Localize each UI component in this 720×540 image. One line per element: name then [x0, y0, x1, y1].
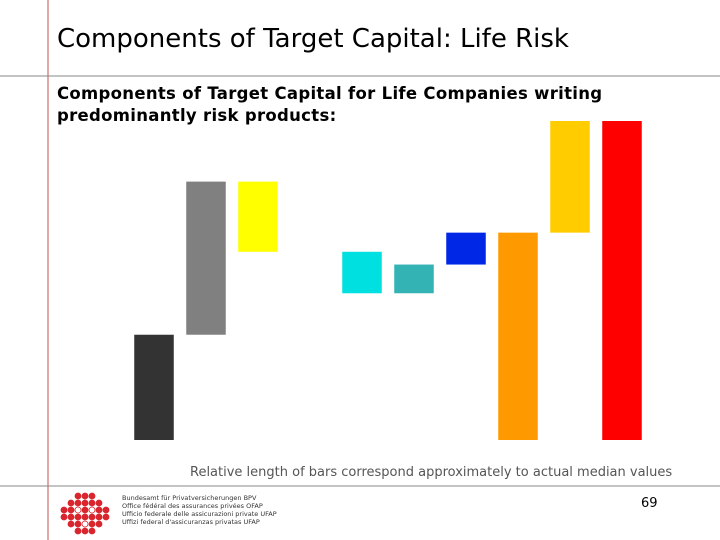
logo-dot: [88, 492, 96, 500]
logo-dot: [60, 513, 68, 521]
bar: [498, 232, 538, 440]
logo-dot: [88, 499, 96, 507]
logo-dot: [88, 527, 96, 535]
logo-dot: [95, 499, 103, 507]
bar: [186, 181, 226, 335]
logo-mark: [60, 492, 110, 535]
page-number: 69: [641, 496, 658, 511]
logo-dot: [95, 520, 103, 528]
logo-dot: [81, 499, 89, 507]
bar: [342, 251, 382, 294]
logo-dot: [95, 506, 103, 514]
logo-dot: [88, 520, 96, 528]
logo-text: Ufficio federale delle assicurazioni pri…: [122, 510, 277, 518]
logo-dot: [81, 520, 89, 528]
logo-dot: [74, 513, 82, 521]
logo-dot: [67, 513, 75, 521]
logo-text: Office fédéral des assurances privées OF…: [122, 502, 263, 510]
logo-text: Uffizi federal d'assicuranzas privatas U…: [122, 518, 260, 526]
bar: [550, 121, 590, 233]
logo-dot: [74, 527, 82, 535]
logo-dot: [81, 527, 89, 535]
logo-dot: [74, 506, 82, 514]
logo-dot: [74, 499, 82, 507]
logo-dot: [95, 513, 103, 521]
logo-dot: [67, 506, 75, 514]
chart: [134, 121, 642, 440]
bar: [134, 334, 174, 440]
bar: [394, 264, 434, 294]
logo-dot: [67, 499, 75, 507]
logo-dot: [88, 506, 96, 514]
slide-title: Components of Target Capital: Life Risk: [57, 24, 569, 54]
logo-dot: [81, 513, 89, 521]
logo-dot: [88, 513, 96, 521]
logo-dot: [74, 520, 82, 528]
chart-title: Components of Target Capital for Life Co…: [57, 84, 603, 125]
logo-dot: [102, 506, 110, 514]
bar: [602, 121, 642, 440]
bar: [446, 232, 486, 265]
logo-dot: [102, 513, 110, 521]
chart-note: Relative length of bars correspond appro…: [190, 465, 673, 480]
bar: [238, 181, 278, 252]
logo-dot: [74, 492, 82, 500]
logo-text: Bundesamt für Privatversicherungen BPV: [122, 494, 257, 502]
logo-dot: [81, 492, 89, 500]
logo-dot: [67, 520, 75, 528]
logo-dot: [60, 506, 68, 514]
logo-dot: [81, 506, 89, 514]
